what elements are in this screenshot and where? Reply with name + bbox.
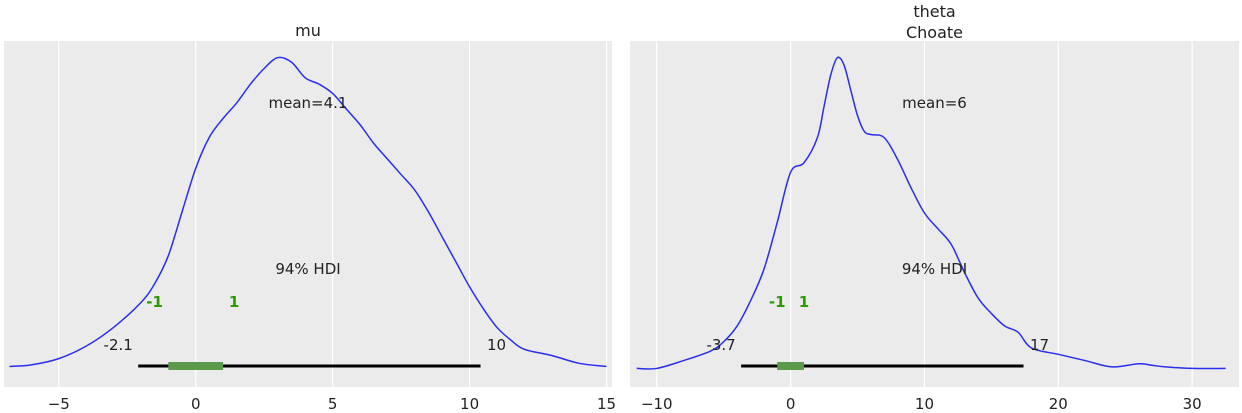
x-tick-label: 30: [1183, 395, 1202, 413]
hdi-low-label-theta: -3.7: [706, 336, 735, 354]
x-tick-label: −10: [641, 395, 673, 413]
density-curve-theta: [636, 56, 1226, 370]
panel-title-theta: theta: [913, 2, 955, 21]
marker-label-high-theta: 1: [799, 293, 809, 311]
x-tick-label: 10: [460, 395, 479, 413]
plot-area-theta: [630, 41, 1239, 387]
x-tick-label: 5: [328, 395, 338, 413]
x-axis-ticks-mu: −5 0 5 10 15: [48, 395, 616, 413]
panel-subtitle-theta: Choate: [906, 23, 963, 42]
panel-mu: mu mean=4.1 94% HDI -2.1 10 -1 1 −5 0 5 10 1…: [4, 21, 616, 413]
gridlines-mu: [58, 41, 608, 387]
hdi-label-theta: 94% HDI: [902, 260, 967, 278]
mean-label-mu: mean=4.1: [269, 94, 348, 112]
x-tick-label: 0: [786, 395, 796, 413]
mean-label-theta: mean=6: [902, 94, 967, 112]
plot-area-mu: [4, 41, 612, 387]
x-tick-label: −5: [48, 395, 70, 413]
x-tick-label: 10: [915, 395, 934, 413]
x-tick-label: 15: [597, 395, 616, 413]
hdi-low-label-mu: -2.1: [104, 336, 133, 354]
marker-label-low-mu: -1: [146, 293, 163, 311]
panel-title-mu: mu: [295, 21, 321, 40]
x-tick-label: 20: [1049, 395, 1068, 413]
x-tick-label: 0: [191, 395, 201, 413]
hdi-high-label-theta: 17: [1030, 336, 1049, 354]
hdi-label-mu: 94% HDI: [275, 260, 340, 278]
x-axis-ticks-theta: −10 0 10 20 30: [641, 395, 1202, 413]
marker-label-low-theta: -1: [769, 293, 786, 311]
density-curve-mu: [9, 56, 607, 368]
hdi-high-label-mu: 10: [487, 336, 506, 354]
panel-theta: theta Choate mean=6 94% HDI -3.7 17 -1 1…: [630, 2, 1239, 413]
marker-label-high-mu: 1: [229, 293, 239, 311]
